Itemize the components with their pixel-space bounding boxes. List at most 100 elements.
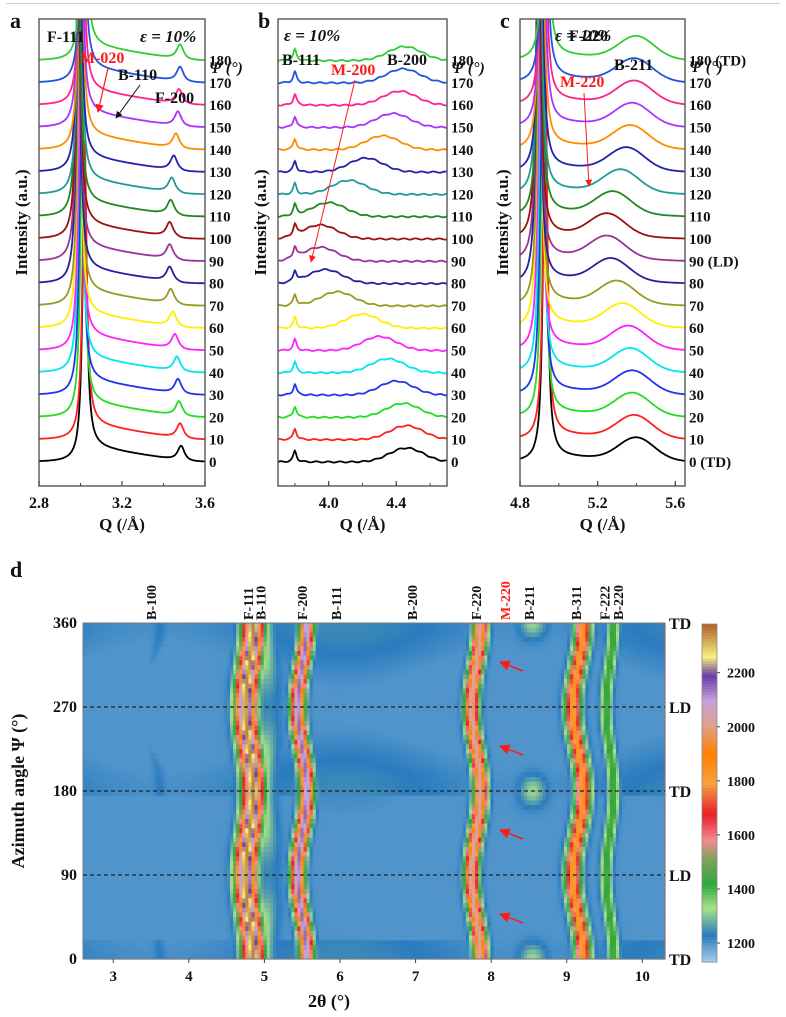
heatmap-cell xyxy=(536,735,541,741)
heatmap-cell xyxy=(649,665,654,671)
heatmap-cell xyxy=(193,641,197,647)
heatmap-cell xyxy=(566,697,571,703)
heatmap-cell xyxy=(135,702,139,708)
heatmap-cell xyxy=(444,623,449,629)
heatmap-cell xyxy=(315,655,320,661)
heatmap-cell xyxy=(576,665,580,671)
heatmap-cell xyxy=(533,646,537,652)
heatmap-cell xyxy=(150,702,155,708)
heatmap-cell xyxy=(367,697,372,703)
heatmap-cell xyxy=(352,711,357,717)
heatmap-cell xyxy=(481,730,485,736)
heatmap-cell xyxy=(303,679,308,685)
heatmap-cell xyxy=(496,716,501,722)
heatmap-cell xyxy=(487,711,491,717)
heatmap-cell xyxy=(263,627,268,633)
heatmap-cell xyxy=(536,707,541,713)
heatmap-cell xyxy=(294,655,299,661)
heatmap-cell xyxy=(272,665,277,671)
heatmap-cell xyxy=(395,646,400,652)
heatmap-cell xyxy=(410,679,415,685)
heatmap-cell xyxy=(634,627,639,633)
heatmap-cell xyxy=(539,735,544,741)
heatmap-cell xyxy=(263,660,268,666)
heatmap-cell xyxy=(594,688,599,694)
heatmap-cell xyxy=(450,623,455,629)
series-line-psi-100 xyxy=(278,221,447,241)
heatmap-cell xyxy=(576,688,580,694)
heatmap-cell xyxy=(646,735,651,741)
heatmap-cell xyxy=(306,623,311,629)
heatmap-cell xyxy=(450,641,455,647)
heatmap-cell xyxy=(661,655,666,661)
heatmap-cell xyxy=(579,679,583,685)
heatmap-cell xyxy=(217,674,222,680)
heatmap-cell xyxy=(545,683,550,689)
heatmap-cell xyxy=(156,646,161,652)
heatmap-cell xyxy=(472,632,476,638)
heatmap-cell xyxy=(499,716,504,722)
heatmap-cell xyxy=(619,725,623,731)
heatmap-cell xyxy=(441,632,446,638)
heatmap-cell xyxy=(233,665,237,671)
heatmap-cell xyxy=(416,707,421,713)
heatmap-cell xyxy=(619,646,623,652)
heatmap-cell xyxy=(285,697,289,703)
heatmap-cell xyxy=(453,623,458,629)
heatmap-cell xyxy=(591,623,596,629)
heatmap-cell xyxy=(401,697,406,703)
heatmap-cell xyxy=(318,702,323,708)
heatmap-cell xyxy=(269,651,274,657)
heatmap-cell xyxy=(579,721,583,727)
heatmap-cell xyxy=(263,707,268,713)
heatmap-cell xyxy=(640,679,645,685)
heatmap-cell xyxy=(171,725,176,731)
heatmap-cell xyxy=(475,665,479,671)
heatmap-cell xyxy=(459,632,464,638)
heatmap-cell xyxy=(499,702,504,708)
heatmap-cell xyxy=(404,623,409,629)
heatmap-cell xyxy=(450,627,455,633)
heatmap-cell xyxy=(110,707,115,713)
heatmap-cell xyxy=(413,632,418,638)
heatmap-cell xyxy=(266,632,271,638)
heatmap-cell xyxy=(579,669,583,675)
heatmap-cell xyxy=(220,651,225,657)
psi-label: 170 xyxy=(689,76,712,92)
heatmap-cell xyxy=(156,660,161,666)
heatmap-cell xyxy=(141,674,145,680)
heatmap-cell xyxy=(128,721,133,727)
heatmap-cell xyxy=(524,637,528,643)
heatmap-cell xyxy=(570,725,574,731)
heatmap-cell xyxy=(386,679,390,685)
heatmap-cell xyxy=(358,632,363,638)
heatmap-cell xyxy=(113,716,118,722)
heatmap-cell xyxy=(401,632,406,638)
heatmap-cell xyxy=(573,683,577,689)
heatmap-cell xyxy=(603,688,608,694)
heatmap-cell xyxy=(220,674,225,680)
heatmap-cell xyxy=(116,739,121,745)
heatmap-cell xyxy=(484,660,488,666)
heatmap-cell xyxy=(462,693,467,699)
heatmap-cell xyxy=(150,697,155,703)
heatmap-cell xyxy=(144,646,148,652)
heatmap-cell xyxy=(548,702,553,708)
heatmap-cell xyxy=(539,721,544,727)
heatmap-cell xyxy=(217,697,222,703)
heatmap-cell xyxy=(450,679,455,685)
heatmap-cell xyxy=(511,725,516,731)
heatmap-cell xyxy=(187,632,191,638)
heatmap-cell xyxy=(521,697,525,703)
heatmap-cell xyxy=(432,688,436,694)
heatmap-cell xyxy=(450,688,455,694)
heatmap-cell xyxy=(517,730,522,736)
heatmap-cell xyxy=(217,721,222,727)
heatmap-cell xyxy=(260,623,265,629)
heatmap-cell xyxy=(312,735,317,741)
heatmap-cell xyxy=(254,735,259,741)
heatmap-cell xyxy=(312,665,317,671)
heatmap-cell xyxy=(177,627,182,633)
heatmap-cell xyxy=(288,730,292,736)
heatmap-cell xyxy=(392,646,397,652)
